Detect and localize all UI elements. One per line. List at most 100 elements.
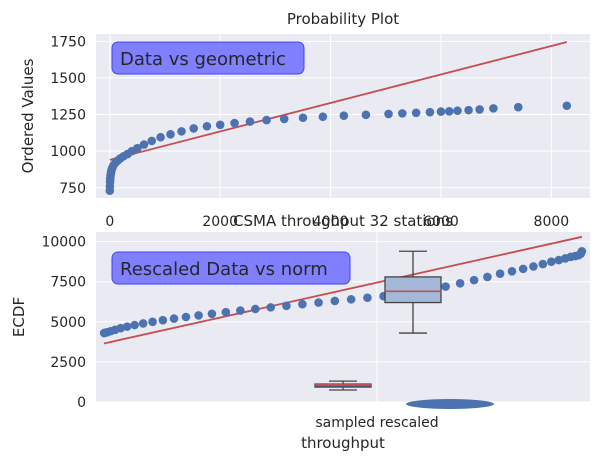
top-data-point	[139, 140, 149, 149]
top-data-point	[215, 120, 225, 130]
bottom-data-point	[282, 301, 291, 311]
top-xtick-label: 8000	[534, 214, 570, 230]
top-data-point	[475, 105, 484, 114]
bottom-data-point	[116, 323, 125, 333]
top-data-point	[513, 102, 523, 112]
top-ytick-label: 1000	[50, 144, 86, 160]
bottom-data-point	[130, 320, 139, 330]
bottom-points	[99, 246, 587, 338]
top-data-point	[177, 127, 186, 136]
top-data-point	[398, 109, 407, 118]
bottom-ytick-label: 5000	[50, 315, 86, 331]
bottom-data-point	[158, 315, 168, 325]
top-data-point	[202, 121, 212, 131]
top-data-point	[133, 143, 142, 153]
top-xtick-label: 2000	[202, 214, 238, 230]
top-ytick-label: 750	[59, 181, 86, 197]
bottom-data-point	[554, 255, 564, 265]
boxplot-box	[384, 276, 442, 304]
top-panel: Data vs geometric Probability Plot Order…	[19, 10, 590, 230]
bottom-data-point	[298, 299, 307, 309]
top-data-point	[425, 107, 435, 117]
bottom-panel: Rescaled Data vs norm CSMA throughput 32…	[10, 212, 590, 452]
top-data-point	[298, 113, 308, 123]
bottom-boxplots	[314, 250, 494, 409]
bottom-data-point	[330, 296, 340, 306]
bottom-data-point	[148, 317, 157, 327]
top-points	[105, 101, 572, 195]
bottom-data-point	[441, 282, 450, 291]
bottom-title: CSMA throughput 32 stations	[233, 212, 453, 230]
bottom-data-point	[547, 257, 556, 266]
bottom-data-point	[314, 298, 323, 307]
top-title: Probability Plot	[287, 10, 399, 28]
top-ylabel: Ordered Values	[19, 58, 37, 173]
bottom-data-point	[518, 264, 528, 274]
top-data-point	[189, 124, 198, 133]
top-data-point	[411, 108, 421, 118]
bottom-data-point	[251, 304, 260, 314]
top-data-point	[156, 132, 165, 142]
top-xtick-label: 6000	[423, 214, 459, 230]
top-fit-line	[109, 41, 568, 161]
top-fit-line-path	[109, 41, 568, 161]
bottom-data-point	[138, 319, 148, 328]
top-data-point	[453, 106, 462, 116]
top-data-point	[361, 110, 371, 120]
top-data-point	[562, 101, 572, 111]
boxplot-rescaled	[384, 250, 442, 334]
top-xtick-label: 4000	[313, 214, 349, 230]
bottom-data-point	[529, 262, 538, 271]
top-ytick-label: 1500	[50, 71, 86, 87]
bottom-data-point	[181, 312, 191, 322]
top-data-point	[262, 115, 271, 125]
top-xtick-label: 0	[105, 214, 114, 230]
bottom-data-point	[455, 279, 465, 288]
bottom-ytick-label: 0	[77, 395, 86, 411]
bottom-data-point	[507, 266, 517, 276]
bottom-clipped-marker	[406, 399, 494, 409]
bottom-data-point	[169, 314, 179, 323]
top-data-point	[489, 104, 498, 113]
bottom-xtick-label: sampled rescaled	[315, 415, 438, 431]
top-data-point	[464, 105, 473, 115]
bottom-xlabel: throughput	[301, 434, 385, 452]
bottom-annotation-box	[111, 251, 351, 285]
bottom-data-point	[538, 259, 548, 269]
bottom-data-point	[495, 269, 505, 278]
top-data-point	[279, 114, 289, 124]
top-yticks: 750 1000 1250 1500 1750	[50, 34, 86, 196]
bottom-data-point	[469, 275, 479, 285]
bottom-annotation-text: Rescaled Data vs norm	[120, 259, 328, 280]
bottom-data-point	[207, 309, 217, 319]
bottom-data-point	[266, 303, 275, 312]
top-annotation-box	[111, 41, 305, 75]
top-annotation: Data vs geometric	[111, 41, 305, 75]
top-data-point	[384, 109, 393, 119]
bottom-data-point	[346, 295, 356, 304]
top-data-point	[245, 117, 255, 126]
bottom-data-point	[236, 306, 245, 315]
top-annotation-text: Data vs geometric	[120, 49, 286, 70]
bottom-data-point	[483, 272, 492, 282]
top-data-point	[444, 107, 454, 116]
top-ytick-label: 1250	[50, 108, 86, 124]
bottom-ylabel: ECDF	[10, 297, 28, 337]
top-data-point	[166, 130, 175, 139]
bottom-ytick-label: 10000	[41, 235, 86, 251]
top-xticks: 0 2000 4000 6000 8000	[105, 214, 569, 230]
top-ytick-label: 1750	[50, 34, 86, 50]
top-data-point	[339, 111, 349, 121]
bottom-data-point	[194, 311, 203, 320]
bottom-yticks: 0 2500 5000 7500 10000	[41, 235, 86, 411]
bottom-data-point	[221, 307, 231, 317]
bottom-data-point	[363, 293, 372, 303]
bottom-ytick-label: 7500	[50, 275, 86, 291]
bottom-fit-line	[103, 235, 583, 345]
bottom-data-point	[122, 322, 132, 331]
bottom-annotation: Rescaled Data vs norm	[111, 251, 351, 285]
bottom-data-point	[577, 246, 587, 256]
top-data-point	[436, 107, 446, 116]
top-data-point	[147, 136, 157, 146]
